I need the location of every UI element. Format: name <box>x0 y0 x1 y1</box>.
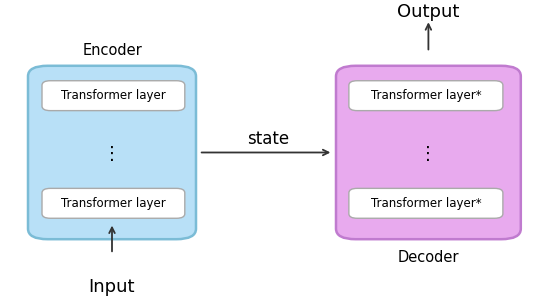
Text: Output: Output <box>397 3 460 21</box>
Text: ⋮: ⋮ <box>419 145 437 163</box>
FancyBboxPatch shape <box>349 188 503 218</box>
FancyBboxPatch shape <box>42 81 185 111</box>
FancyBboxPatch shape <box>42 188 185 218</box>
FancyBboxPatch shape <box>336 66 521 239</box>
Text: Decoder: Decoder <box>398 250 459 265</box>
Text: Encoder: Encoder <box>82 43 142 58</box>
Text: Input: Input <box>88 278 136 296</box>
FancyBboxPatch shape <box>28 66 196 239</box>
Text: Transformer layer: Transformer layer <box>61 197 166 210</box>
Text: Transformer layer*: Transformer layer* <box>371 197 481 210</box>
Text: state: state <box>246 130 289 148</box>
FancyBboxPatch shape <box>349 81 503 111</box>
Text: Transformer layer*: Transformer layer* <box>371 89 481 102</box>
Text: Transformer layer: Transformer layer <box>61 89 166 102</box>
Text: ⋮: ⋮ <box>103 145 121 163</box>
